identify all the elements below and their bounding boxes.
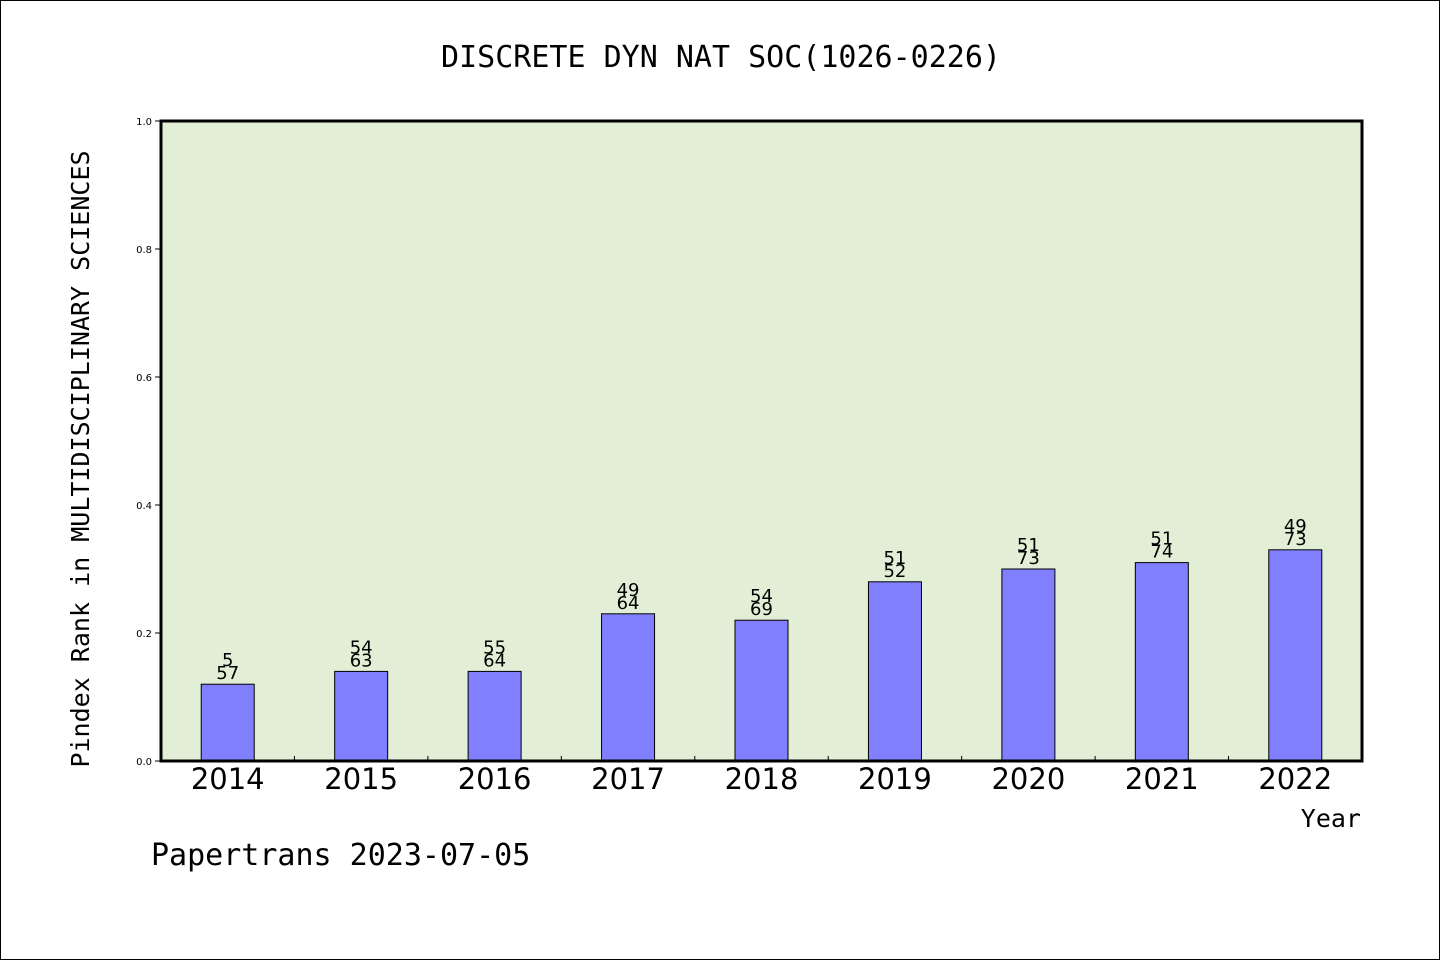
y-axis: 0.0 0.2 0.4 0.6 0.8 1.0 (136, 117, 161, 768)
bar-2015 (334, 670, 389, 762)
x-tick-label: 2016 (458, 762, 532, 796)
bar-2020 (1001, 568, 1056, 762)
y-tick-label: 0.8 (136, 245, 152, 256)
footer-credit: Papertrans 2023-07-05 (151, 838, 530, 873)
y-tick-label: 0.2 (136, 629, 152, 640)
data-label-bottom: 52 (883, 561, 906, 582)
y-tick-label: 0.4 (136, 501, 152, 512)
data-label-top: 55 (483, 637, 506, 658)
y-tick-label: 1.0 (136, 117, 152, 128)
data-label-bottom: 69 (750, 599, 773, 620)
x-tick-label: 2019 (858, 762, 932, 796)
data-label-top: 51 (883, 548, 906, 569)
plot-border (159, 119, 1364, 763)
data-label-top: 49 (617, 580, 640, 601)
bar-series (200, 549, 1323, 762)
data-label-bottom: 64 (617, 593, 640, 614)
data-label-bottom: 57 (216, 663, 239, 684)
chart-title: DISCRETE DYN NAT SOC(1026-0226) (441, 40, 1001, 75)
bar-2018 (734, 619, 789, 762)
data-label-bottom: 64 (483, 650, 506, 671)
x-tick-label: 2017 (591, 762, 665, 796)
data-label-bottom: 73 (1284, 529, 1307, 550)
data-label-bottom: 63 (350, 650, 373, 671)
y-axis-label: Pindex Rank in MULTIDISCIPLINARY SCIENCE… (66, 150, 95, 767)
data-label-top: 51 (1017, 535, 1040, 556)
x-tick-label: 2015 (324, 762, 398, 796)
x-tick-label: 2020 (991, 762, 1065, 796)
x-axis-label: Year (1301, 804, 1361, 833)
x-tick-label: 2018 (725, 762, 799, 796)
bar-2022 (1268, 549, 1323, 762)
bar-2017 (601, 613, 656, 762)
x-tick-label: 2021 (1125, 762, 1199, 796)
data-label-bottom: 74 (1150, 542, 1173, 563)
data-label-top: 54 (750, 586, 773, 607)
bar-2019 (867, 581, 922, 762)
x-tick-label: 2014 (191, 762, 265, 796)
data-label-bottom: 73 (1017, 548, 1040, 569)
data-label-top: 51 (1150, 529, 1173, 550)
y-tick-label: 0.0 (136, 757, 152, 768)
data-label-top: 54 (350, 637, 373, 658)
data-label-top: 49 (1284, 516, 1307, 537)
y-tick-label: 0.6 (136, 373, 152, 384)
bar-2016 (467, 670, 522, 762)
bar-2021 (1134, 562, 1189, 762)
x-tick-label: 2022 (1258, 762, 1332, 796)
data-label-top: 5 (222, 650, 233, 671)
x-axis: 2014 2015 2016 2017 2018 2019 2020 2021 2022 (191, 756, 1332, 796)
bar-2014 (200, 683, 255, 762)
